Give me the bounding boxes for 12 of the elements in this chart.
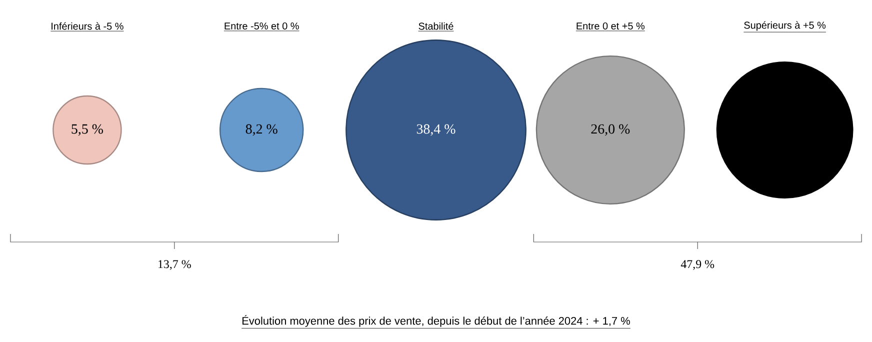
text: 13,7 % — [158, 260, 191, 270]
category-label: Supérieurs à +5 % — [744, 21, 826, 31]
data-label: 8,2 % — [246, 124, 278, 136]
category-label: Stabilité — [418, 22, 454, 30]
category-label: Inférieurs à -5 % — [52, 22, 124, 30]
data-label: 38,4 % — [416, 124, 456, 136]
text: 47,9 % — [680, 260, 714, 270]
data-label: 26,0 % — [591, 124, 630, 136]
category-label: Entre 0 et +5 % — [576, 22, 645, 30]
data-label: 5,5 % — [72, 124, 103, 136]
category-label: Entre -5% et 0 % — [224, 22, 299, 30]
text: Évolution moyenne des prix de vente, depuis le début de l’année 2024 : + 1,7 % — [242, 315, 630, 327]
